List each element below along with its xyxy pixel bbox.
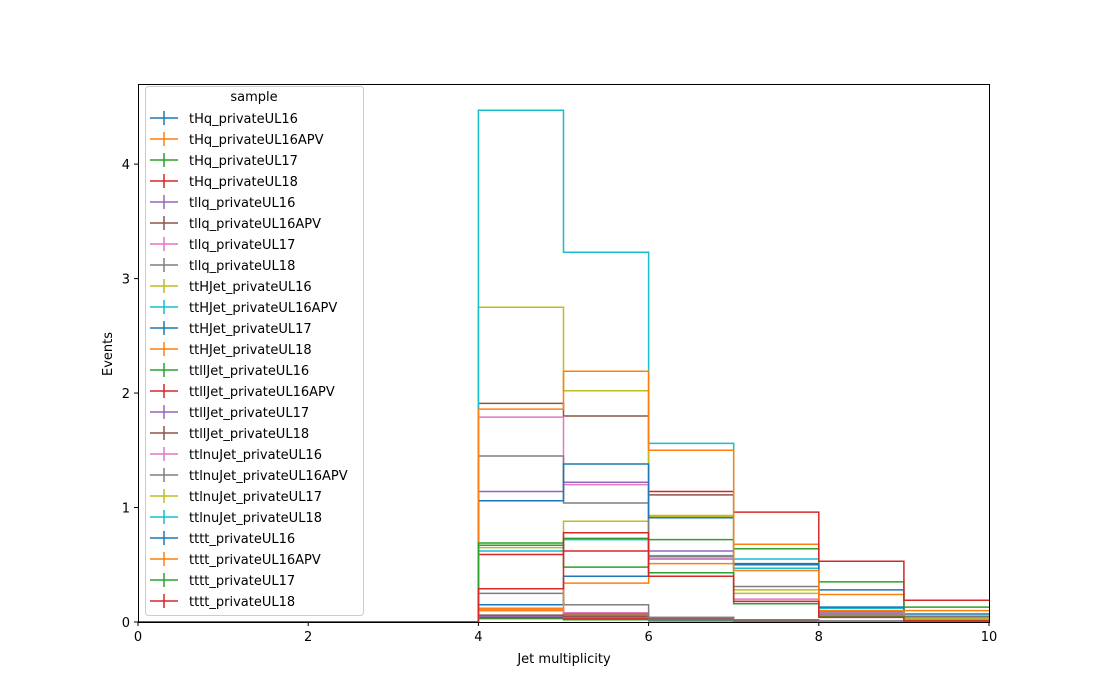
legend-label: tllq_privateUL16APV — [189, 217, 321, 232]
y-tick-label-0: 0 — [122, 616, 130, 631]
x-axis: 0 2 4 6 8 10 — [134, 622, 997, 645]
y-axis: 0 1 2 3 4 — [122, 158, 138, 631]
x-tick-label-0: 0 — [134, 630, 142, 645]
y-tick-label-3: 3 — [122, 273, 130, 288]
legend-label: tllq_privateUL18 — [189, 259, 295, 274]
x-tick-label-2: 4 — [474, 630, 482, 645]
x-tick-label-3: 6 — [644, 630, 652, 645]
y-tick-label-4: 4 — [122, 158, 130, 173]
legend-label: ttHJet_privateUL17 — [189, 322, 312, 337]
legend-item: ttlnuJet_privateUL16 — [150, 447, 322, 463]
y-tick-label-2: 2 — [122, 387, 130, 402]
legend-frame — [145, 86, 364, 616]
legend-item: ttllJet_privateUL18 — [150, 426, 309, 442]
legend-item: tHq_privateUL17 — [150, 153, 298, 169]
legend-item: ttllJet_privateUL16APV — [150, 384, 335, 400]
legend: sample tHq_privateUL16 tHq_privateUL16APV… — [145, 86, 364, 616]
x-tick-label-4: 8 — [815, 630, 823, 645]
legend-label: tllq_privateUL16 — [189, 196, 295, 211]
legend-item: ttlnuJet_privateUL16APV — [150, 468, 348, 484]
legend-item: ttlnuJet_privateUL17 — [150, 489, 322, 505]
legend-label: ttllJet_privateUL18 — [189, 427, 309, 442]
x-tick-label-1: 2 — [304, 630, 312, 645]
legend-item: tttt_privateUL16 — [150, 531, 295, 547]
legend-label: tttt_privateUL17 — [189, 574, 295, 589]
legend-item: ttllJet_privateUL16 — [150, 363, 309, 379]
plot-frame — [138, 84, 990, 623]
legend-label: ttllJet_privateUL16 — [189, 364, 309, 379]
legend-item: tllq_privateUL18 — [150, 258, 295, 274]
legend-label: ttlnuJet_privateUL16APV — [189, 469, 348, 484]
legend-label: tttt_privateUL16 — [189, 532, 295, 547]
legend-label: ttHJet_privateUL18 — [189, 343, 312, 358]
legend-label: ttlnuJet_privateUL17 — [189, 490, 322, 505]
y-tick-label-1: 1 — [122, 502, 130, 517]
x-axis-label: Jet multiplicity — [516, 652, 611, 667]
legend-label: ttHJet_privateUL16APV — [189, 301, 337, 316]
legend-item: ttHJet_privateUL18 — [150, 342, 312, 358]
legend-item: ttHJet_privateUL17 — [150, 321, 312, 337]
legend-label: ttlnuJet_privateUL16 — [189, 448, 322, 463]
y-axis-label: Events — [101, 332, 116, 376]
legend-items: tHq_privateUL16 tHq_privateUL16APV tHq_pri… — [150, 111, 348, 610]
legend-item: ttlnuJet_privateUL18 — [150, 510, 322, 526]
x-tick-label-5: 10 — [981, 630, 998, 645]
legend-item: tllq_privateUL17 — [150, 237, 295, 253]
legend-label: tttt_privateUL18 — [189, 595, 295, 610]
legend-item: ttHJet_privateUL16APV — [150, 300, 337, 316]
legend-label: tHq_privateUL18 — [189, 175, 298, 190]
legend-item: ttllJet_privateUL17 — [150, 405, 309, 421]
legend-label: ttlnuJet_privateUL18 — [189, 511, 322, 526]
legend-item: tHq_privateUL16 — [150, 111, 298, 127]
legend-label: ttllJet_privateUL17 — [189, 406, 309, 421]
legend-item: ttHJet_privateUL16 — [150, 279, 312, 295]
legend-label: ttHJet_privateUL16 — [189, 280, 312, 295]
legend-item: tllq_privateUL16 — [150, 195, 295, 211]
legend-label: tHq_privateUL17 — [189, 154, 298, 169]
legend-label: tttt_privateUL16APV — [189, 553, 321, 568]
legend-item: tttt_privateUL18 — [150, 594, 295, 610]
legend-item: tllq_privateUL16APV — [150, 216, 321, 232]
legend-label: tHq_privateUL16 — [189, 112, 298, 127]
legend-item: tttt_privateUL16APV — [150, 552, 321, 568]
legend-title: sample — [230, 90, 277, 105]
legend-label: tHq_privateUL16APV — [189, 133, 324, 148]
legend-item: tttt_privateUL17 — [150, 573, 295, 589]
legend-item: tHq_privateUL16APV — [150, 132, 324, 148]
legend-item: tHq_privateUL18 — [150, 174, 298, 190]
legend-label: ttllJet_privateUL16APV — [189, 385, 335, 400]
legend-label: tllq_privateUL17 — [189, 238, 295, 253]
